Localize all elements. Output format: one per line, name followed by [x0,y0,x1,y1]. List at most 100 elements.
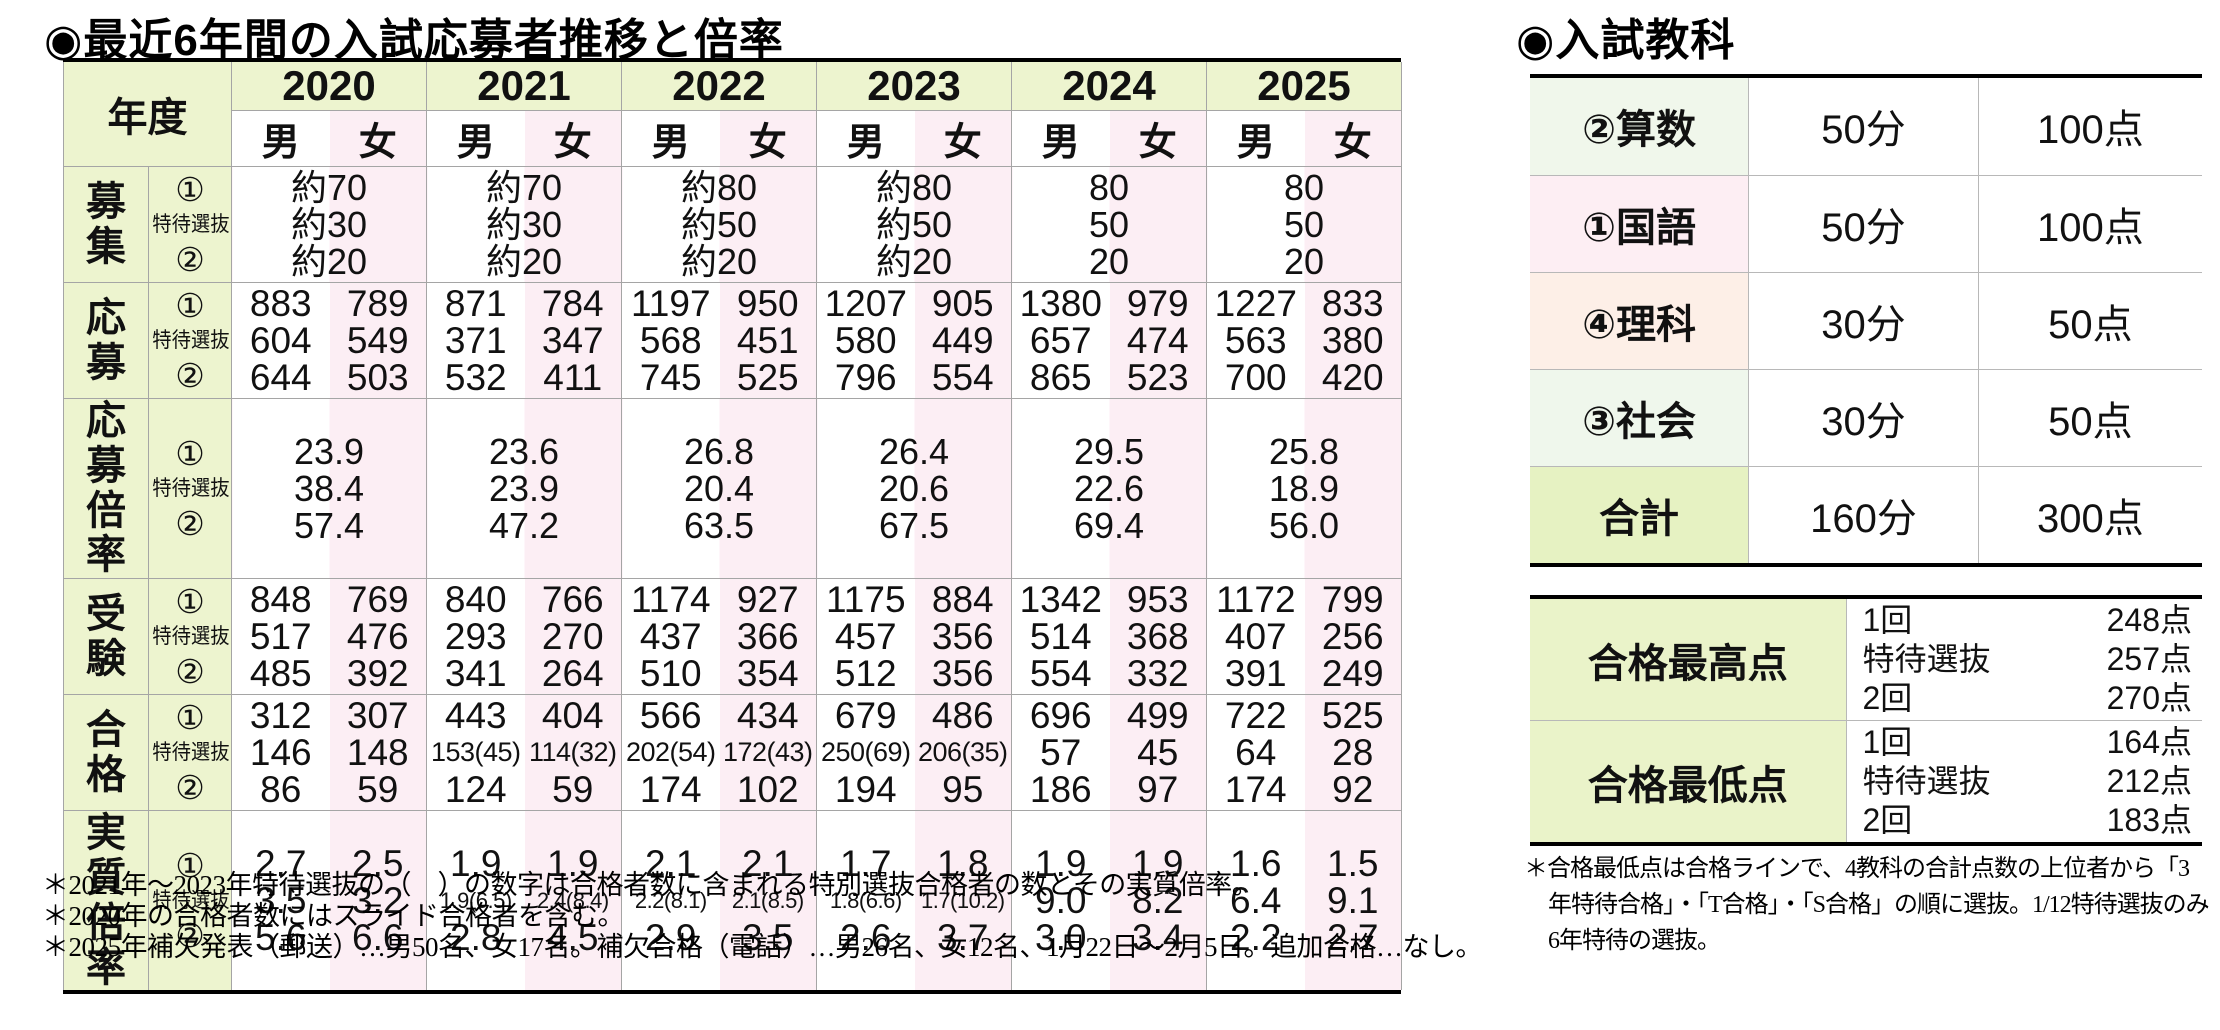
value-line: 2.2 [1230,917,1282,959]
value-line: 523 [1126,357,1189,398]
data-cell-female: 950 451 525 [719,282,817,399]
year-header: 2022 [621,62,817,111]
data-cell-merged: 26.8 20.4 63.5 [621,397,817,580]
value-line: 97 [1137,769,1179,811]
value-line: 700 [1224,357,1287,398]
value-line: 696 [1029,695,1092,737]
value-line: 6.6 [352,917,404,959]
value-line: 476 [346,616,409,658]
sub-label: 特待選抜 [152,624,230,648]
data-cell-female: 499 45 97 [1109,694,1207,812]
value-line: 約70 [485,167,563,208]
value-line: 2.9 [645,917,697,959]
subject-time: 30分 [1748,368,1979,467]
value-line: 745 [639,357,702,398]
value-line: 124 [444,769,507,811]
year-header: 2021 [426,62,622,111]
data-cell-female: 1.9 8.2 3.4 [1109,810,1207,991]
data-cell-female: 766 270 264 [524,578,622,696]
score-row: 合格最高点 1回 248点 特待選抜 257点 2回 270点 [1530,599,2202,721]
value-line: 9.1 [1327,880,1379,922]
value-line: 2.5 [352,843,404,885]
value-line: 368 [1126,616,1189,658]
value-line: 953 [1126,579,1189,621]
value-line: 1175 [825,579,906,621]
value-line: 45 [1137,732,1179,774]
value-line: 2.7 [1327,917,1379,959]
data-cell-female: 525 28 92 [1304,694,1402,812]
value-line: 20 [1088,241,1130,282]
data-cell-female: 784 347 411 [524,282,622,399]
male-header: 男 [621,110,720,167]
male-header: 男 [231,110,330,167]
subject-label: 合計 [1530,465,1750,563]
subject-row: ②算数 50分 100点 [1530,78,2202,176]
value-line: 391 [1224,653,1287,695]
score-item: 2回 270点 [1863,679,2193,718]
row-sub-labels: ① 特待選抜 ② [148,810,232,991]
value-line: 186 [1029,769,1092,811]
value-line: 1.8 [937,843,989,885]
value-line: 517 [249,616,312,658]
value-line: 172(43) [722,737,813,768]
value-line: 2.1 [645,843,697,885]
data-cell-merged: 25.8 18.9 56.0 [1206,397,1402,580]
value-line: 3.5 [255,880,307,922]
female-header: 女 [1109,110,1207,167]
subject-row: ①国語 50分 100点 [1530,174,2202,273]
value-line: 457 [834,616,897,658]
value-line: 153(45) [430,737,521,768]
subject-label: ①国語 [1530,174,1750,273]
value-line: 249 [1321,653,1384,695]
sub-label: ② [175,916,205,954]
value-line: 840 [444,579,507,621]
value-line: 657 [1029,320,1092,361]
data-cell-male: 840 293 341 [426,578,525,696]
value-line: 525 [736,357,799,398]
year-header-row: 年度 2020 2021 2022 2023 2024 2025 [63,62,1402,167]
value-line: 2.1(8.5) [731,888,804,914]
data-cell-female: 799 256 249 [1304,578,1402,696]
value-line: 449 [931,320,994,361]
value-line: 865 [1029,357,1092,398]
value-line: 約20 [290,241,368,282]
value-line: 174 [1224,769,1287,811]
score-item-name: 2回 [1862,680,1913,716]
data-cell-male: 312 146 86 [231,694,330,812]
admissions-table: 年度 2020 2021 2022 2023 2024 2025 男女男女男女男女男女男女… [63,62,1402,991]
admissions-footnotes: ＊2021年～2023年特待選抜の（ ）の数字は合格者数に含まれる特別選抜合格者… [42,870,1483,963]
data-cell-male: 1.9 9.0 3.0 [1011,810,1110,991]
value-line: 789 [346,283,409,324]
data-cell-male: 566 202(54) 174 [621,694,720,812]
value-line: 3.0 [1035,917,1087,959]
subject-points: 50点 [1977,368,2202,467]
subjects-table-body: ②算数 50分 100点 ①国語 50分 100点 ④理科 30分 50点 ③社会 30分 50点 合計… [1530,78,2202,563]
value-line: 5.6 [255,917,307,959]
score-item-value: 164点 [2106,724,2192,760]
score-item-name: 1回 [1862,724,1913,760]
value-line: 554 [1029,653,1092,695]
value-line: 29.5 [1073,431,1145,473]
sub-label: ① [175,170,205,208]
data-cell-merged: 約70 約30 約20 [231,166,427,283]
value-line: 約80 [680,167,758,208]
data-cell-male: 871 371 532 [426,282,525,399]
value-line: 644 [249,357,312,398]
subject-points: 100点 [1977,174,2202,273]
value-line: 512 [834,653,897,695]
value-line: 1.7 [840,843,892,885]
value-line: 1.9 [1132,843,1184,885]
value-line: 63.5 [683,505,755,547]
data-cell-male: 722 64 174 [1206,694,1305,812]
value-line: 4.5 [547,917,599,959]
female-header: 女 [524,110,622,167]
value-line: 59 [357,769,399,811]
value-line: 532 [444,357,507,398]
subject-row: ④理科 30分 50点 [1530,271,2202,370]
subject-points: 100点 [1977,78,2202,176]
data-cell-merged: 29.5 22.6 69.4 [1011,397,1207,580]
value-line: 503 [346,357,409,398]
male-header: 男 [1011,110,1110,167]
value-line: 347 [541,320,604,361]
value-line: 905 [931,283,994,324]
